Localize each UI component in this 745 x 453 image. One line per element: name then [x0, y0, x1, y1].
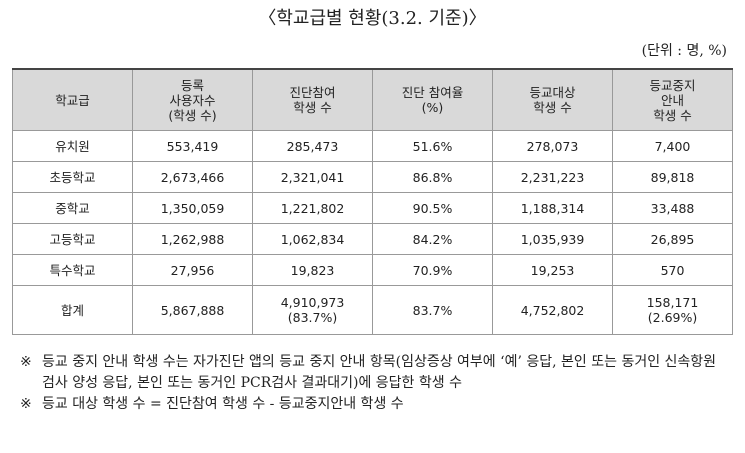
cell-line: 학교급: [55, 92, 90, 108]
cell: 2,673,466: [132, 161, 253, 193]
cell: 4,910,973 (83.7%): [252, 285, 373, 335]
cell: 51.6%: [372, 130, 493, 162]
cell: 1,062,834: [252, 223, 373, 255]
cell-line: 158,171: [646, 295, 699, 310]
note-text: 등교 대상 학생 수 = 진단참여 학생 수 - 등교중지안내 학생 수: [42, 396, 404, 412]
cell-line: (83.7%): [287, 310, 338, 325]
row: 특수학교 27,956 19,823 70.9% 19,253 570: [12, 254, 733, 286]
cell-line: (학생 수): [168, 107, 217, 123]
cell: 1,350,059: [132, 192, 253, 224]
cell: 86.8%: [372, 161, 493, 193]
cell-line: 등교대상: [529, 85, 576, 100]
cell-line: (2.69%): [647, 310, 698, 325]
cell-line: 진단 참여율: [401, 85, 464, 100]
header-cell: 등교중지 안내 학생 수: [612, 68, 733, 131]
cell: 26,895: [612, 223, 733, 255]
note-mark: ※: [20, 396, 32, 412]
cell: 553,419: [132, 130, 253, 162]
cell: 중학교: [12, 192, 133, 224]
note-mark: ※: [20, 354, 32, 370]
unit: (단위 : 명, %): [641, 43, 727, 59]
cell: 19,253: [492, 254, 613, 286]
row: 중학교 1,350,059 1,221,802 90.5% 1,188,314 33,48…: [12, 192, 733, 224]
cell: 2,231,223: [492, 161, 613, 193]
cell: 2,321,041: [252, 161, 373, 193]
header-row: 학교급 등록 사용자수 (학생 수) 진단참여 학생 수 진단 참여율 (%) 등교대상 학생 수…: [12, 68, 733, 131]
cell-line: 진단참여: [289, 85, 336, 100]
row: 초등학교 2,673,466 2,321,041 86.8% 2,231,223 89,8…: [12, 161, 733, 193]
notes: ※ 등교 중지 안내 학생 수는 자가진단 앱의 등교 중지 안내 항목(임상증상…: [20, 352, 720, 415]
cell-line: 사용자수: [169, 92, 216, 108]
cell: 고등학교: [12, 223, 133, 255]
cell: 4,752,802: [492, 285, 613, 335]
cell: 특수학교: [12, 254, 133, 286]
cell: 27,956: [132, 254, 253, 286]
row: 고등학교 1,262,988 1,062,834 84.2% 1,035,939 26,8…: [12, 223, 733, 255]
cell-line: (%): [421, 100, 444, 115]
cell: 570: [612, 254, 733, 286]
cell-line: 4,910,973: [280, 295, 345, 310]
cell-line: 안내: [660, 92, 684, 108]
cell: 84.2%: [372, 223, 493, 255]
header-cell: 등록 사용자수 (학생 수): [132, 68, 253, 131]
cell: 70.9%: [372, 254, 493, 286]
cell-line: 등교중지: [649, 77, 696, 93]
row: 합계 5,867,888 4,910,973 (83.7%) 83.7% 4,752,80…: [12, 285, 733, 335]
cell-line: 등록: [180, 77, 204, 93]
cell-line: 학생 수: [653, 107, 692, 123]
cell: 7,400: [612, 130, 733, 162]
cell: 83.7%: [372, 285, 493, 335]
note: ※ 등교 대상 학생 수 = 진단참여 학생 수 - 등교중지안내 학생 수: [20, 394, 720, 415]
header-cell: 진단 참여율 (%): [372, 68, 493, 131]
cell: 5,867,888: [132, 285, 253, 335]
cell: 1,188,314: [492, 192, 613, 224]
cell: 19,823: [252, 254, 373, 286]
title: 〈학교급별 현황(3.2. 기준)〉: [258, 8, 487, 29]
cell: 285,473: [252, 130, 373, 162]
header-cell: 진단참여 학생 수: [252, 68, 373, 131]
cell-line: 학생 수: [293, 100, 332, 115]
cell: 1,035,939: [492, 223, 613, 255]
row: 유치원 553,419 285,473 51.6% 278,073 7,400: [12, 130, 733, 162]
cell: 1,262,988: [132, 223, 253, 255]
cell-line: 학생 수: [533, 100, 572, 115]
cell: 유치원: [12, 130, 133, 162]
cell: 합계: [12, 285, 133, 335]
header-cell: 학교급: [12, 68, 133, 131]
cell: 33,488: [612, 192, 733, 224]
cell: 158,171 (2.69%): [612, 285, 733, 335]
cell: 90.5%: [372, 192, 493, 224]
cell: 1,221,802: [252, 192, 373, 224]
cell: 89,818: [612, 161, 733, 193]
table: 학교급 등록 사용자수 (학생 수) 진단참여 학생 수 진단 참여율 (%) 등교대상 학생 수…: [12, 68, 733, 335]
cell: 278,073: [492, 130, 613, 162]
note: ※ 등교 중지 안내 학생 수는 자가진단 앱의 등교 중지 안내 항목(임상증상…: [20, 352, 720, 394]
note-text: 등교 중지 안내 학생 수는 자가진단 앱의 등교 중지 안내 항목(임상증상 …: [42, 354, 717, 391]
cell: 초등학교: [12, 161, 133, 193]
header-cell: 등교대상 학생 수: [492, 68, 613, 131]
